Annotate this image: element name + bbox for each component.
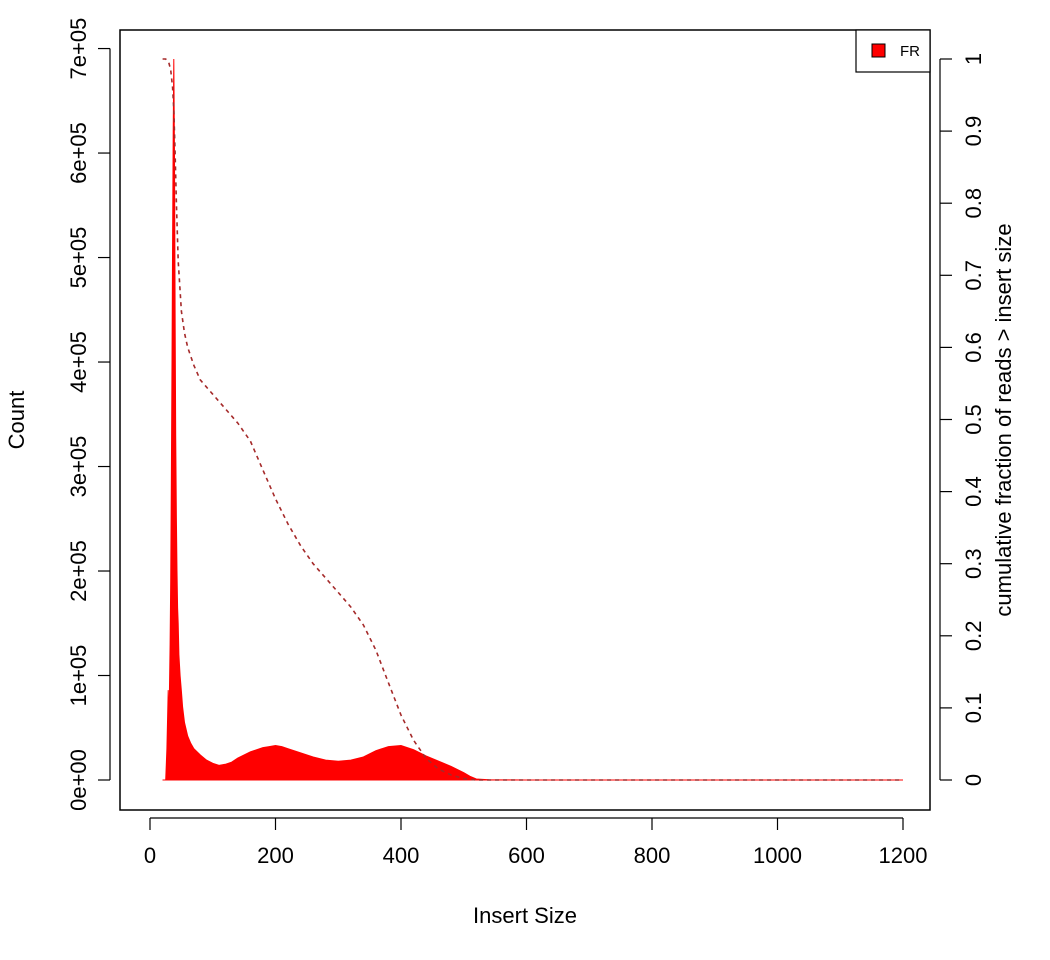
- y-tick-label: 3e+05: [66, 436, 91, 498]
- y2-tick-label: 0.9: [961, 116, 986, 147]
- x-tick-label: 1200: [879, 843, 928, 868]
- legend: FR: [855, 29, 931, 73]
- y-tick-label: 5e+05: [66, 227, 91, 289]
- y2-tick-label: 0.4: [961, 476, 986, 507]
- y-axis-title: Count: [4, 391, 29, 450]
- plot-frame: [119, 29, 931, 811]
- y2-tick-label: 0.6: [961, 332, 986, 363]
- y2-tick-label: 0.7: [961, 260, 986, 291]
- y-tick-label: 7e+05: [66, 18, 91, 80]
- y2-tick-label: 0.2: [961, 621, 986, 652]
- y-tick-label: 1e+05: [66, 645, 91, 707]
- legend-box: [855, 29, 931, 73]
- y-tick-label: 4e+05: [66, 331, 91, 393]
- x-tick-label: 400: [383, 843, 420, 868]
- x-axis: 0 200 400 600 800 1000 1200: [144, 817, 928, 868]
- legend-swatch: [871, 43, 886, 58]
- y2-tick-label: 0.5: [961, 404, 986, 435]
- x-tick-label: 1000: [753, 843, 802, 868]
- y-axis-right: 0 0.1 0.2 0.3 0.4 0.5 0.6 0.7 0.8 0.9 1: [939, 53, 986, 786]
- x-tick-label: 0: [144, 843, 156, 868]
- series-fr-area: [162, 58, 903, 781]
- y-tick-label: 0e+00: [66, 749, 91, 811]
- x-tick-label: 600: [508, 843, 545, 868]
- y-tick-label: 6e+05: [66, 122, 91, 184]
- y2-tick-label: 0.8: [961, 188, 986, 219]
- x-tick-label: 200: [257, 843, 294, 868]
- plot-layer: [162, 58, 903, 781]
- y2-tick-label: 0.3: [961, 548, 986, 579]
- y2-tick-label: 1: [961, 53, 986, 65]
- series-cumulative-line: [162, 58, 903, 781]
- y-axis-left: 0e+00 1e+05 2e+05 3e+05 4e+05 5e+05 6e+05 7e+05: [66, 18, 111, 811]
- legend-label: FR: [900, 43, 920, 60]
- y-tick-label: 2e+05: [66, 540, 91, 602]
- x-axis-title: Insert Size: [473, 903, 577, 928]
- y2-tick-label: 0.1: [961, 693, 986, 724]
- y2-tick-label: 0: [961, 774, 986, 786]
- y2-axis-title: cumulative fraction of reads > insert si…: [991, 223, 1016, 616]
- x-tick-label: 800: [634, 843, 671, 868]
